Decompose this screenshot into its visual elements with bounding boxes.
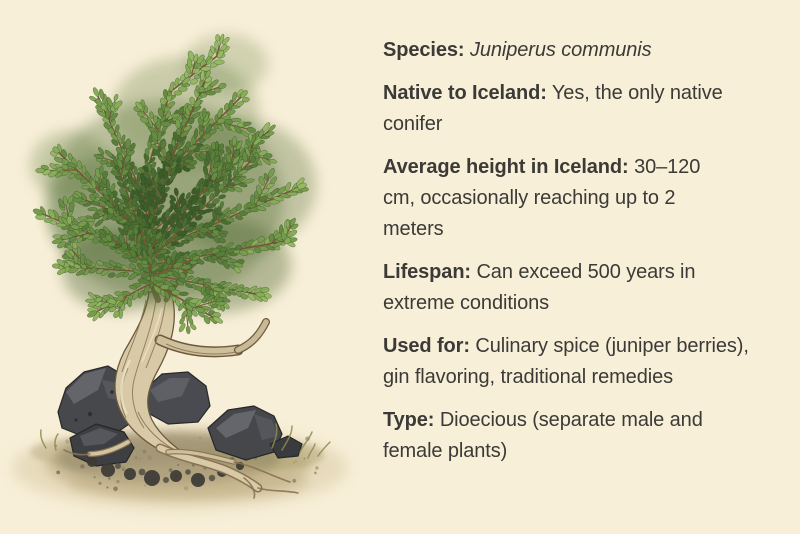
fact-label: Native to Iceland: [383,82,547,104]
grass [40,423,331,459]
roots [63,439,299,499]
fact-value: Culinary spice (juniper berries), gin fl… [383,335,749,388]
fact-label: Average height in Iceland: [383,156,629,178]
fact-value: Dioecious (separate male and female plan… [383,409,703,462]
fact-label: Lifespan: [383,261,471,283]
rocks-front [69,405,303,487]
fact-label: Type: [383,409,435,431]
fact-species: Species: Juniperus communis [383,35,757,66]
fact-list: Species: Juniperus communis Native to Ic… [383,35,757,479]
juniper-tree-drawing [12,33,348,510]
fact-value: Yes, the only native conifer [383,82,723,135]
fact-label: Species: [383,39,465,61]
fact-native: Native to Iceland: Yes, the only native … [383,78,757,140]
fact-lifespan: Lifespan: Can exceed 500 years in extrem… [383,257,757,319]
foliage [32,33,309,335]
fact-used-for: Used for: Culinary spice (juniper berrie… [383,331,757,393]
fact-type: Type: Dioecious (separate male and femal… [383,405,757,467]
fact-label: Used for: [383,335,470,357]
fact-value: Can exceed 500 years in extreme conditio… [383,261,696,314]
fact-height: Average height in Iceland: 30–120 cm, oc… [383,152,735,245]
juniper-illustration [0,0,380,534]
trunk [114,245,270,463]
fact-value: 30–120 cm, occasionally reaching up to 2… [383,156,701,240]
fact-value: Juniperus communis [469,39,652,61]
ground [12,426,348,510]
